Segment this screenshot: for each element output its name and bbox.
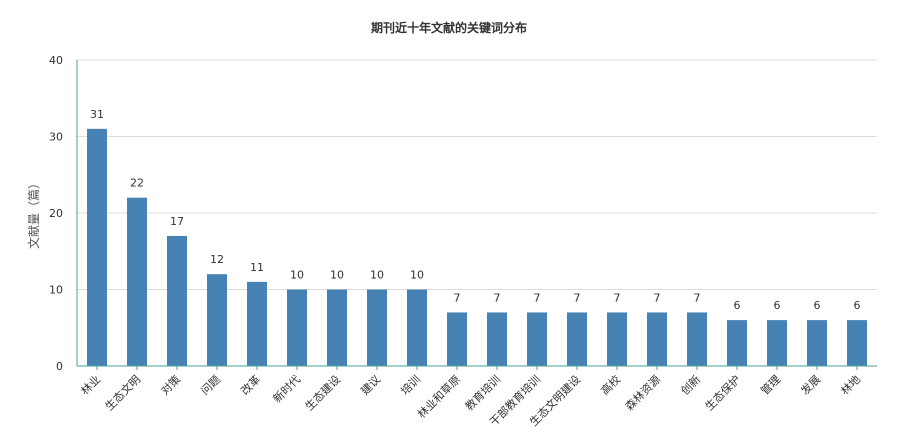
bar-0 [87,128,107,366]
data-label-8: 10 [410,269,424,282]
data-label-2: 17 [170,215,184,228]
bar-3 [207,274,227,366]
data-label-19: 6 [854,299,861,312]
bar-9 [447,312,467,366]
y-tick-label: 0 [56,360,63,373]
x-tick-label-19: 林地 [838,372,863,397]
x-tick-label-8: 培训 [398,372,423,397]
y-tick-label: 20 [49,207,63,220]
grid-lines [77,59,877,290]
bar-14 [647,312,667,366]
data-label-10: 7 [494,291,501,304]
x-tick-label-1: 生态文明 [102,372,143,413]
bar-12 [567,312,587,366]
data-label-1: 22 [130,177,144,190]
data-label-0: 31 [90,108,104,121]
x-tick-label-0: 林业 [78,372,103,397]
bar-13 [607,312,627,366]
bars [87,128,867,366]
bar-11 [527,312,547,366]
x-tick-label-9: 林业和草原 [414,372,463,421]
data-label-7: 10 [370,269,384,282]
bar-5 [287,289,307,366]
x-tick-label-7: 建议 [358,372,383,397]
x-tick-label-17: 管理 [758,372,783,397]
data-labels: 31 22 17 12 11 10 10 10 10 7 7 7 7 7 7 7 6 6 6 6 [90,108,861,312]
bar-1 [127,197,147,366]
x-tick-label-15: 创新 [678,372,703,397]
y-tick-label: 10 [49,284,63,297]
y-tick-label: 40 [49,54,63,67]
data-label-3: 12 [210,253,224,266]
x-tick-label-6: 生态建设 [302,372,343,413]
y-tick-label: 30 [49,131,63,144]
x-tick-label-5: 新时代 [270,372,303,405]
data-label-5: 10 [290,269,304,282]
x-tick-label-3: 问题 [198,373,223,398]
bar-16 [727,320,747,366]
chart-title: 期刊近十年文献的关键词分布 [371,20,527,35]
data-label-18: 6 [814,299,821,312]
x-tick-label-14: 森林资源 [622,372,663,413]
x-tick-label-2: 对策 [158,372,183,397]
data-label-17: 6 [774,299,781,312]
bar-15 [687,312,707,366]
x-tick-label-4: 改革 [238,372,263,397]
data-label-6: 10 [330,269,344,282]
bar-7 [367,289,387,366]
x-tick-label-13: 高校 [598,372,623,397]
x-tick-label-10: 教育培训 [462,372,503,413]
data-label-9: 7 [454,291,461,304]
bar-18 [807,320,827,366]
bar-6 [327,289,347,366]
data-label-16: 6 [734,299,741,312]
data-label-12: 7 [574,291,581,304]
bar-4 [247,281,267,366]
x-tick-label-16: 生态保护 [702,372,743,413]
data-label-11: 7 [534,291,541,304]
data-label-15: 7 [694,291,701,304]
bar-19 [847,320,867,366]
y-axis-label: 文献量（篇） [26,177,41,249]
data-label-13: 7 [614,291,621,304]
bar-8 [407,289,427,366]
bar-10 [487,312,507,366]
data-label-4: 11 [250,261,264,274]
bar-2 [167,235,187,366]
data-label-14: 7 [654,291,661,304]
bar-17 [767,320,787,366]
x-tick-label-18: 发展 [798,372,823,397]
